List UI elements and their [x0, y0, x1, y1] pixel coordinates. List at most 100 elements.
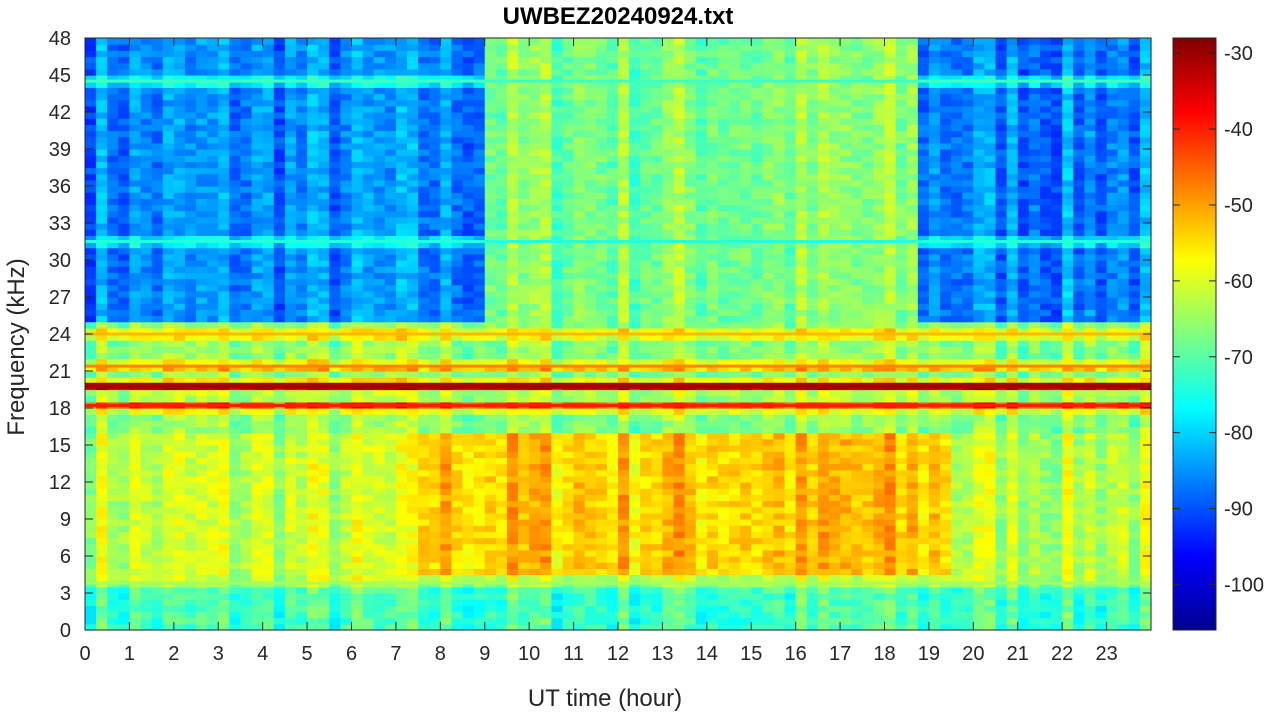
- heatmap-cell: [573, 543, 586, 551]
- heatmap-cell: [895, 451, 908, 458]
- heatmap-cell: [218, 309, 230, 317]
- heatmap-cell: [1039, 562, 1052, 569]
- heatmap-cell: [518, 451, 530, 458]
- heatmap-cell: [973, 377, 986, 384]
- heatmap-cell: [96, 500, 108, 508]
- heatmap-cell: [362, 500, 375, 508]
- heatmap-cell: [773, 445, 786, 452]
- heatmap-cell: [862, 531, 874, 539]
- heatmap-cell: [118, 358, 131, 366]
- heatmap-cell: [207, 568, 219, 576]
- heatmap-cell: [873, 537, 886, 545]
- heatmap-cell: [895, 340, 908, 347]
- heatmap-cell: [729, 568, 741, 576]
- heatmap-cell: [262, 445, 275, 452]
- heatmap-cell: [173, 537, 186, 545]
- heatmap-cell: [373, 358, 386, 366]
- heatmap-cell: [384, 358, 397, 366]
- heatmap-cell: [551, 346, 564, 354]
- heatmap-cell: [729, 340, 741, 347]
- heatmap-cell: [784, 395, 797, 403]
- heatmap-cell: [773, 414, 786, 421]
- heatmap-cell: [640, 500, 652, 508]
- heatmap-cell: [851, 463, 863, 471]
- heatmap-cell: [1106, 574, 1119, 582]
- heatmap-cell: [806, 432, 819, 440]
- heatmap-cell: [229, 525, 242, 532]
- heatmap-cell: [107, 543, 119, 551]
- heatmap-cell: [207, 506, 219, 514]
- heatmap-cell: [651, 364, 664, 372]
- heatmap-cell: [640, 506, 652, 514]
- heatmap-cell: [129, 482, 142, 489]
- heatmap-cell: [573, 469, 586, 477]
- heatmap-cell: [329, 549, 341, 557]
- heatmap-cell: [851, 371, 863, 378]
- heatmap-cell: [640, 593, 652, 600]
- heatmap-cell: [651, 395, 664, 403]
- heatmap-cell: [784, 506, 797, 514]
- heatmap-cell: [573, 506, 586, 514]
- heatmap-cell: [717, 463, 730, 471]
- heatmap-cell: [940, 432, 952, 440]
- heatmap-cell: [340, 371, 353, 378]
- heatmap-cell: [1139, 334, 1152, 341]
- heatmap-cell: [940, 556, 952, 563]
- heatmap-cell: [451, 346, 464, 354]
- heatmap-cell: [917, 315, 930, 323]
- heatmap-cell: [606, 556, 619, 563]
- heatmap-cell: [184, 395, 197, 403]
- heatmap-cell: [1128, 500, 1141, 508]
- heatmap-cell: [695, 346, 708, 354]
- heatmap-cell: [1117, 531, 1130, 539]
- heatmap-cell: [384, 340, 397, 347]
- heatmap-cell: [1062, 543, 1074, 551]
- heatmap-cell: [995, 519, 1008, 526]
- heatmap-cell: [284, 549, 297, 557]
- heatmap-cell: [340, 457, 353, 465]
- heatmap-cell: [595, 321, 608, 329]
- heatmap-cell: [351, 438, 364, 446]
- heatmap-cell: [462, 611, 475, 619]
- heatmap-cell: [506, 309, 519, 317]
- heatmap-cell: [973, 327, 986, 335]
- heatmap-cell: [1039, 315, 1052, 323]
- heatmap-cell: [518, 482, 530, 489]
- heatmap-cell: [606, 432, 619, 440]
- heatmap-cell: [862, 364, 874, 372]
- heatmap-cell: [429, 309, 441, 317]
- heatmap-cell: [1128, 556, 1141, 563]
- heatmap-cell: [984, 395, 997, 403]
- heatmap-cell: [817, 599, 830, 606]
- heatmap-cell: [418, 315, 430, 323]
- heatmap-cell: [1106, 432, 1119, 440]
- heatmap-cell: [640, 371, 652, 378]
- heatmap-cell: [906, 586, 919, 594]
- heatmap-cell: [828, 549, 841, 557]
- heatmap-cell: [262, 463, 275, 471]
- heatmap-cell: [1062, 562, 1074, 569]
- heatmap-cell: [373, 309, 386, 317]
- heatmap-cell: [1017, 432, 1030, 440]
- heatmap-cell: [140, 519, 153, 526]
- heatmap-cell: [373, 586, 386, 594]
- heatmap-cell: [207, 414, 219, 421]
- heatmap-cell: [606, 525, 619, 532]
- heatmap-cell: [184, 617, 197, 625]
- heatmap-cell: [85, 445, 97, 452]
- heatmap-cell: [395, 519, 408, 526]
- heatmap-cell: [951, 432, 963, 440]
- heatmap-cell: [817, 377, 830, 384]
- heatmap-cell: [318, 457, 330, 465]
- heatmap-cell: [1128, 334, 1141, 341]
- heatmap-cell: [207, 593, 219, 600]
- heatmap-cell: [695, 364, 708, 372]
- heatmap-cell: [951, 395, 963, 403]
- heatmap-cell: [251, 512, 264, 520]
- heatmap-cell: [595, 623, 608, 631]
- heatmap-cell: [984, 420, 997, 428]
- heatmap-cell: [1039, 358, 1052, 366]
- heatmap-cell: [840, 623, 852, 631]
- heatmap-cell: [906, 519, 919, 526]
- heatmap-cell: [884, 623, 897, 631]
